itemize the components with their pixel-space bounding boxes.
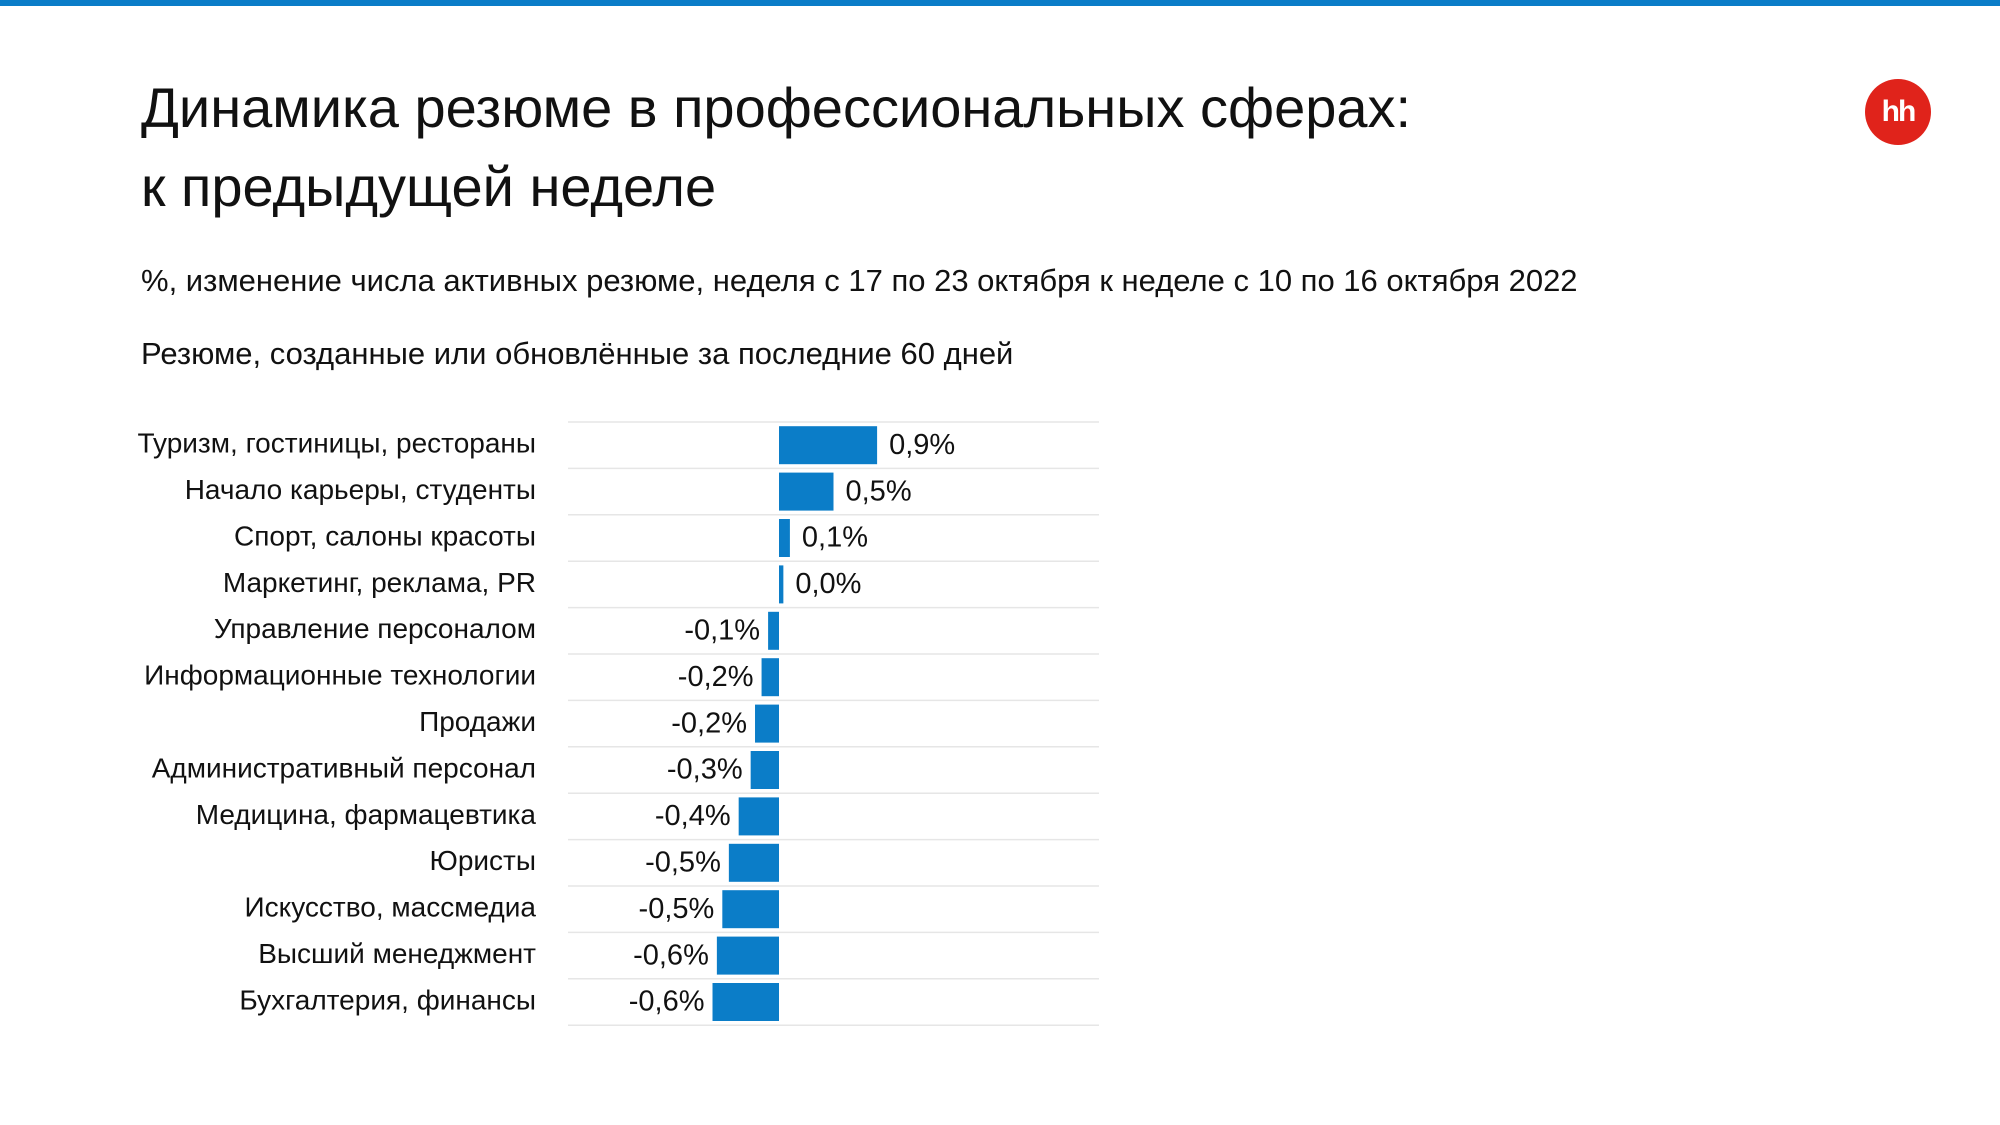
top-stripe <box>0 0 2000 6</box>
bar <box>779 565 784 604</box>
category-label: Продажи <box>419 706 536 737</box>
bar <box>716 936 779 975</box>
category-label: Управление персоналом <box>214 613 536 644</box>
value-label: -0,2% <box>671 707 747 739</box>
bar <box>761 658 779 697</box>
bar <box>779 472 834 511</box>
value-label: 0,9% <box>889 429 955 461</box>
bar <box>779 519 790 557</box>
note: Резюме, созданные или обновлённые за пос… <box>141 336 1013 371</box>
bar <box>750 751 779 789</box>
value-label: -0,2% <box>678 661 754 693</box>
value-label: -0,6% <box>629 986 705 1018</box>
value-label: -0,4% <box>655 800 731 832</box>
bar <box>712 983 779 1021</box>
value-label: -0,6% <box>633 939 709 971</box>
bar <box>722 890 779 929</box>
category-label: Спорт, салоны красоты <box>234 520 536 551</box>
value-label: 0,5% <box>846 475 912 507</box>
category-label: Искусство, массмедиа <box>245 892 537 923</box>
value-label: 0,1% <box>802 522 868 554</box>
value-label: -0,5% <box>645 846 721 878</box>
value-label: -0,5% <box>639 893 715 925</box>
bar <box>755 704 779 743</box>
category-label: Высший менеджмент <box>258 938 536 969</box>
value-label: -0,1% <box>684 614 760 646</box>
value-label: 0,0% <box>795 568 861 600</box>
category-label: Начало карьеры, студенты <box>185 474 536 505</box>
bar <box>768 611 779 650</box>
bar <box>728 843 779 882</box>
chart-title: Динамика резюме в профессиональных сфера… <box>141 76 1411 139</box>
logo-text: hh <box>1882 95 1915 128</box>
category-label: Административный персонал <box>152 752 536 783</box>
category-label: Маркетинг, реклама, PR <box>223 567 536 598</box>
bar <box>779 426 878 465</box>
bar <box>738 797 779 836</box>
category-label: Туризм, гостиницы, рестораны <box>138 428 537 459</box>
subtitle: %, изменение числа активных резюме, неде… <box>141 263 1578 298</box>
chart-title: к предыдущей неделе <box>141 155 716 218</box>
logo <box>1865 79 1931 145</box>
category-label: Юристы <box>430 845 536 876</box>
category-label: Медицина, фармацевтика <box>196 799 537 830</box>
category-label: Информационные технологии <box>144 660 536 691</box>
category-label: Бухгалтерия, финансы <box>239 984 536 1015</box>
value-label: -0,3% <box>667 754 743 786</box>
